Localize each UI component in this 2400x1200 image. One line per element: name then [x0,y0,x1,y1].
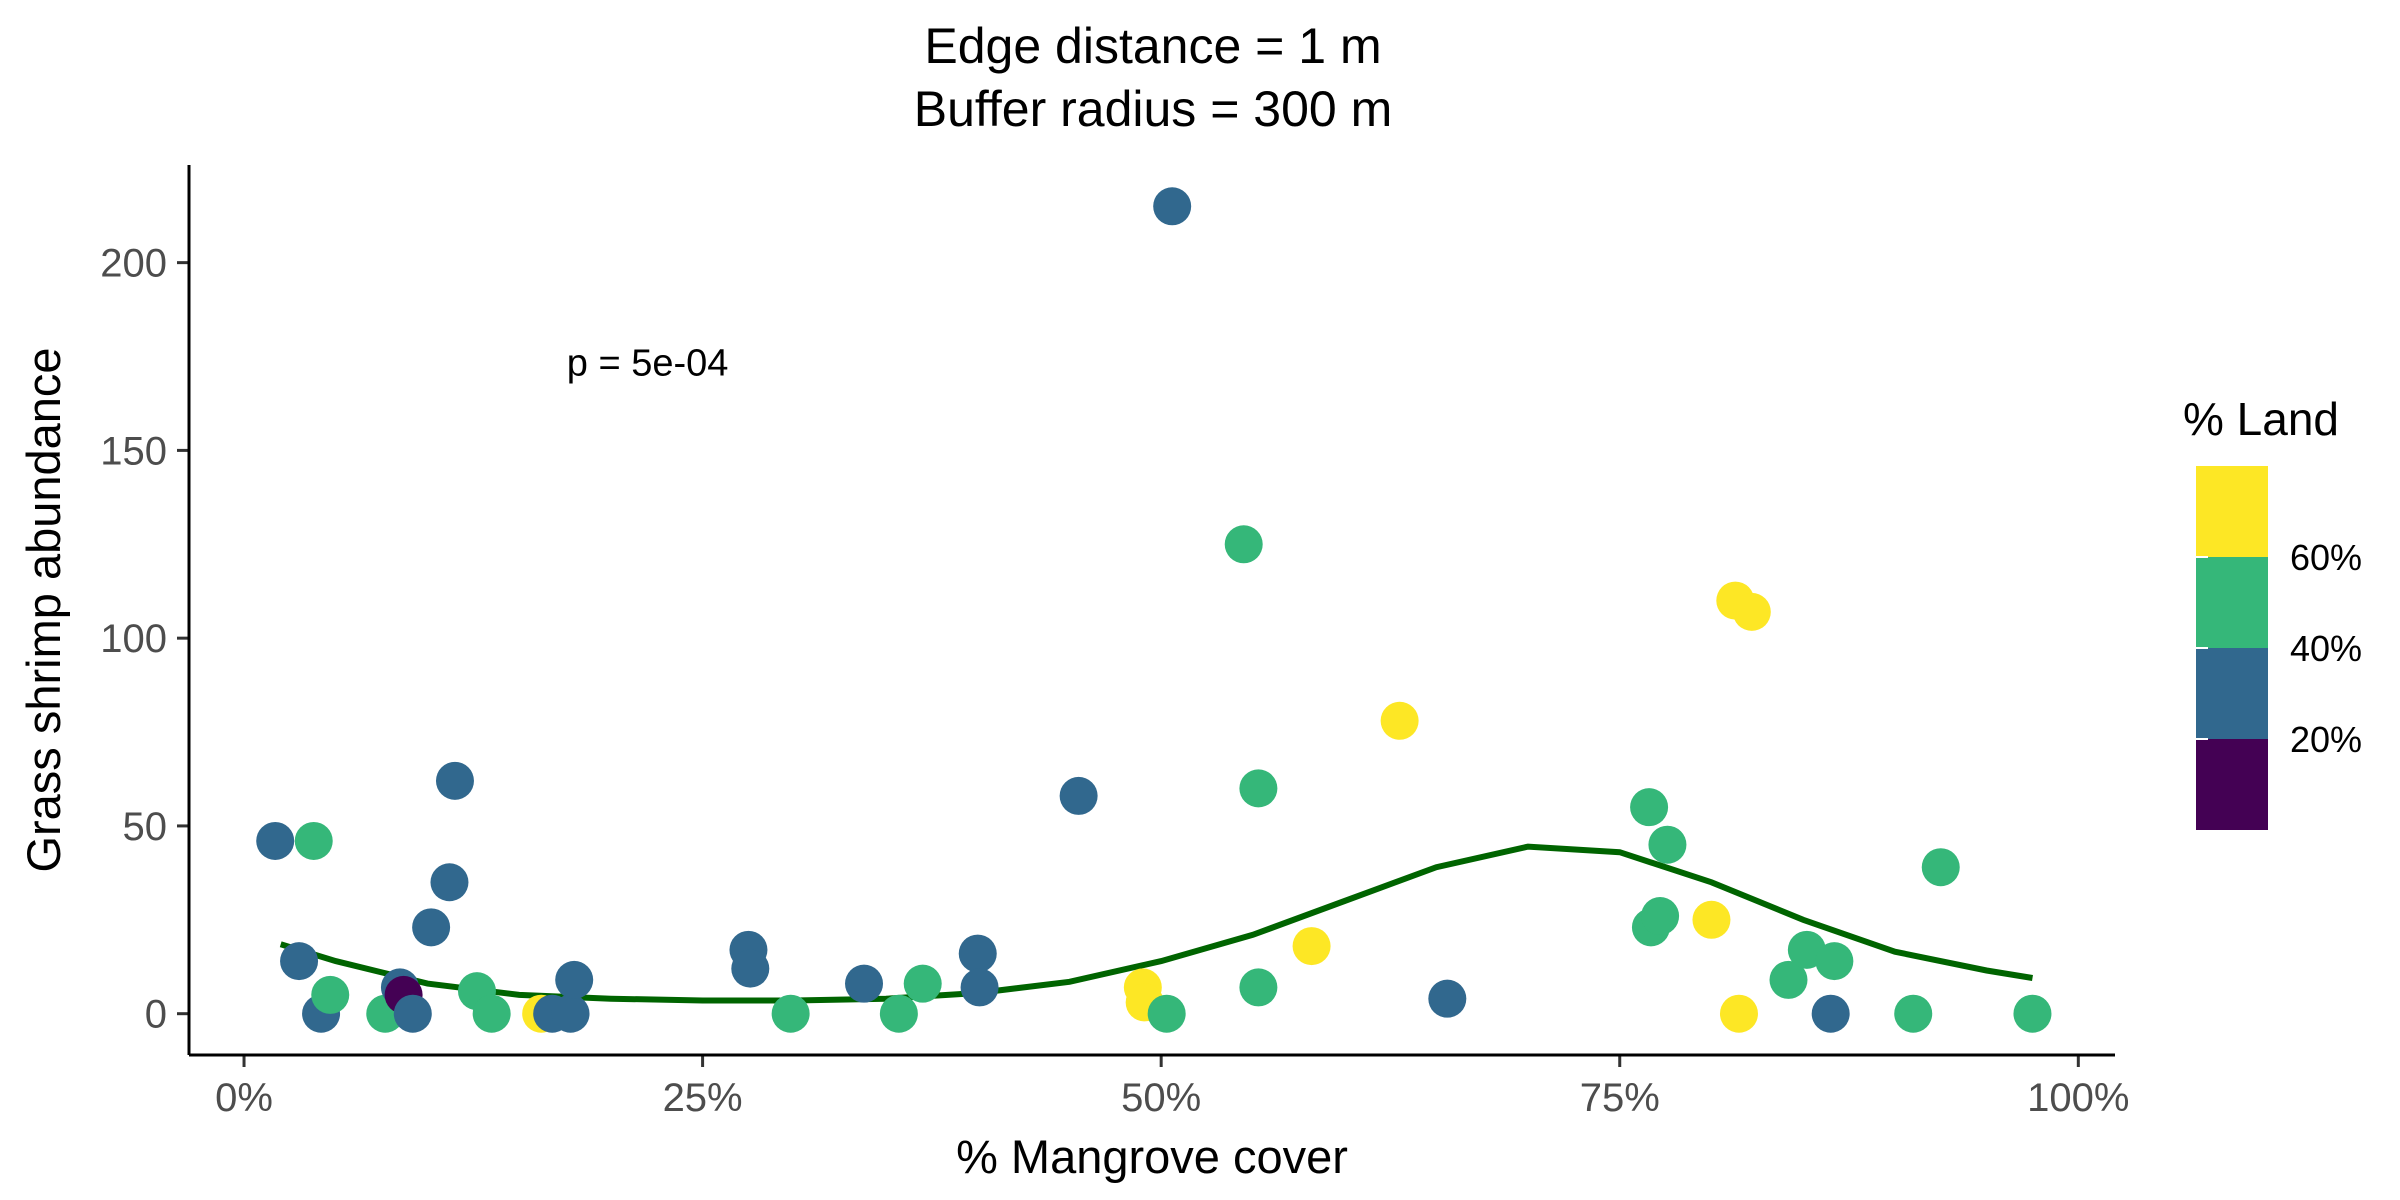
legend-color-bar [2196,466,2268,830]
data-point [1239,968,1278,1007]
data-point [472,994,511,1033]
data-point [960,968,999,1007]
legend-label: 20% [2290,719,2362,760]
data-point [311,975,350,1014]
color-legend: % Land 60% 40% 20% [2183,393,2362,830]
y-tick-label: 0 [145,993,167,1037]
y-tick-label: 150 [100,429,167,473]
data-point [2013,994,2052,1033]
x-tick-label: 100% [2027,1076,2129,1120]
data-point [280,942,319,981]
data-point [555,960,594,999]
data-point [1894,994,1933,1033]
chart-title-line-1: Edge distance = 1 m [924,18,1381,74]
data-point [903,964,942,1003]
data-point [1719,994,1758,1033]
data-point [1692,900,1731,939]
data-point [430,863,469,902]
data-point [1239,769,1278,808]
data-point [1648,825,1687,864]
data-point [1815,942,1854,981]
data-point [1147,994,1186,1033]
legend-label: 40% [2290,628,2362,669]
legend-title: % Land [2183,393,2339,445]
data-point [551,994,590,1033]
legend-label: 60% [2290,537,2362,578]
data-points [256,187,2052,1033]
x-axis-label: % Mangrove cover [956,1130,1348,1183]
data-point [1811,994,1850,1033]
data-point [845,964,884,1003]
y-tick-label: 200 [100,242,167,286]
data-point [958,934,997,973]
data-point [393,994,432,1033]
data-point [1641,897,1680,936]
legend-bin [2196,648,2268,739]
y-axis-ticks: 0 50 100 150 200 [100,242,189,1037]
x-axis-ticks: 0% 25% 50% 75% 100% [215,1055,2129,1120]
data-point [1428,979,1467,1018]
x-tick-label: 0% [215,1076,273,1120]
data-point [435,761,474,800]
data-point [771,994,810,1033]
y-axis-label: Grass shrimp abundance [17,347,70,872]
data-point [1224,525,1263,564]
data-point [412,908,451,947]
legend-bin [2196,739,2268,830]
legend-bin [2196,557,2268,648]
y-tick-label: 50 [123,805,168,849]
legend-labels: 60% 40% 20% [2196,537,2362,760]
x-tick-label: 75% [1580,1076,1660,1120]
data-point [1769,960,1808,999]
data-point [1732,592,1771,631]
data-point [1292,927,1331,966]
chart-title-line-2: Buffer radius = 300 m [914,81,1393,137]
data-point [1059,776,1098,815]
data-point [294,821,333,860]
x-tick-label: 50% [1121,1076,1201,1120]
data-point [1630,788,1669,827]
data-point [1921,848,1960,887]
data-point [256,821,295,860]
x-tick-label: 25% [663,1076,743,1120]
legend-bin [2196,466,2268,557]
data-point [1153,187,1192,226]
y-tick-label: 100 [100,617,167,661]
data-point [879,994,918,1033]
data-point [731,949,770,988]
annotation-p-value: p = 5e-04 [567,342,729,384]
data-point [1380,701,1419,740]
